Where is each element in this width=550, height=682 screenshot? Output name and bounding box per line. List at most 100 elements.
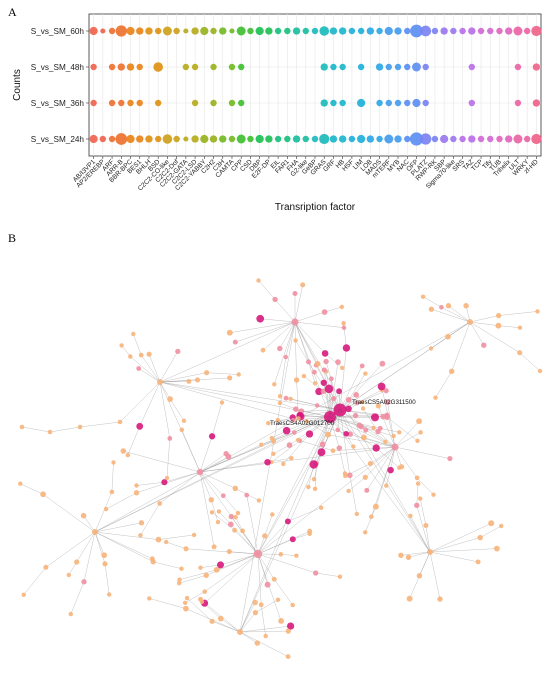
network-edge xyxy=(159,372,207,383)
network-node xyxy=(300,282,306,288)
network-node xyxy=(226,329,233,336)
network-edge xyxy=(199,436,213,473)
bubble-point xyxy=(115,25,127,37)
network-node xyxy=(323,358,329,365)
network-edge xyxy=(364,506,377,533)
network-edge xyxy=(285,321,296,358)
bubble-point xyxy=(89,134,98,144)
network-node xyxy=(406,595,413,602)
network-node xyxy=(324,384,334,394)
network-node xyxy=(335,359,341,365)
bubble-point xyxy=(330,99,337,107)
network-node xyxy=(447,456,453,462)
network-node xyxy=(233,515,238,520)
network-node xyxy=(367,461,373,467)
network-node xyxy=(294,553,299,558)
network-edge xyxy=(159,321,296,383)
network-node xyxy=(295,437,301,443)
network-node xyxy=(345,396,352,403)
network-node xyxy=(109,489,115,495)
bubble-point xyxy=(531,25,542,37)
network-edge xyxy=(294,321,326,354)
network-node xyxy=(272,382,277,387)
network-edge xyxy=(425,525,431,553)
bubble-point xyxy=(247,27,254,35)
network-edge xyxy=(469,315,499,323)
network-node xyxy=(339,304,344,310)
network-node xyxy=(147,596,152,601)
network-edge xyxy=(365,429,386,443)
network-edge xyxy=(159,471,201,504)
network-node xyxy=(177,577,182,582)
network-node xyxy=(340,365,345,371)
network-edge xyxy=(451,321,471,372)
bubble-point xyxy=(228,63,236,71)
network-node xyxy=(283,395,289,401)
network-edge xyxy=(105,492,137,510)
network-edge xyxy=(408,551,431,558)
network-edge xyxy=(519,352,541,372)
network-node xyxy=(155,536,162,543)
bubble-point xyxy=(329,135,338,143)
network-edge xyxy=(274,299,296,323)
network-node xyxy=(278,552,284,557)
network-edge xyxy=(239,625,291,633)
network-edge xyxy=(136,481,165,486)
network-edge xyxy=(159,381,171,439)
network-node xyxy=(414,475,420,481)
bubble-point xyxy=(238,99,245,107)
network-edge xyxy=(223,495,239,514)
network-node xyxy=(375,428,381,435)
network-node xyxy=(405,554,412,560)
network-node xyxy=(262,533,268,539)
bubble-point xyxy=(210,27,217,35)
bubble-point xyxy=(274,135,282,143)
bubble-point xyxy=(348,27,356,35)
bubble-point xyxy=(431,27,439,35)
network-edge xyxy=(380,428,400,433)
network-node xyxy=(439,305,444,310)
network-node xyxy=(208,497,215,503)
bubble-point xyxy=(459,27,466,35)
network-hub-node xyxy=(92,529,98,535)
network-edge xyxy=(324,353,343,369)
network-node xyxy=(384,483,389,488)
network-node xyxy=(277,345,283,352)
network-edge xyxy=(313,416,331,465)
network-node xyxy=(228,513,234,520)
bubble-point xyxy=(136,27,144,35)
network-edge xyxy=(199,471,236,489)
network-node xyxy=(398,552,404,558)
network-node xyxy=(252,609,259,616)
bubble-point xyxy=(440,134,449,144)
network-edge xyxy=(387,402,396,448)
network-edge xyxy=(264,514,273,536)
network-edge xyxy=(429,551,441,600)
network-edge xyxy=(394,432,421,448)
network-node xyxy=(258,602,264,608)
network-edge xyxy=(159,381,331,418)
network-node xyxy=(102,561,108,567)
network-node xyxy=(216,561,225,569)
bubble-point xyxy=(422,99,429,107)
network-node xyxy=(311,369,317,375)
x-axis-title: Transription factor xyxy=(275,202,356,213)
network-node xyxy=(312,486,318,491)
network-edge xyxy=(279,402,296,410)
network-edge xyxy=(239,612,256,633)
network-edge xyxy=(79,421,121,428)
network-edge xyxy=(339,347,347,411)
network-edge xyxy=(218,511,231,525)
network-node xyxy=(252,599,258,606)
bubble-point xyxy=(329,27,338,35)
network-node xyxy=(387,466,394,474)
bubble-point xyxy=(284,135,291,143)
network-edge xyxy=(294,321,318,364)
network-node xyxy=(445,333,451,340)
network-node xyxy=(179,427,185,433)
network-node xyxy=(198,565,203,570)
network-edge xyxy=(370,446,396,464)
network-node xyxy=(232,527,238,533)
bubble-point xyxy=(404,135,411,143)
network-node xyxy=(305,430,314,438)
